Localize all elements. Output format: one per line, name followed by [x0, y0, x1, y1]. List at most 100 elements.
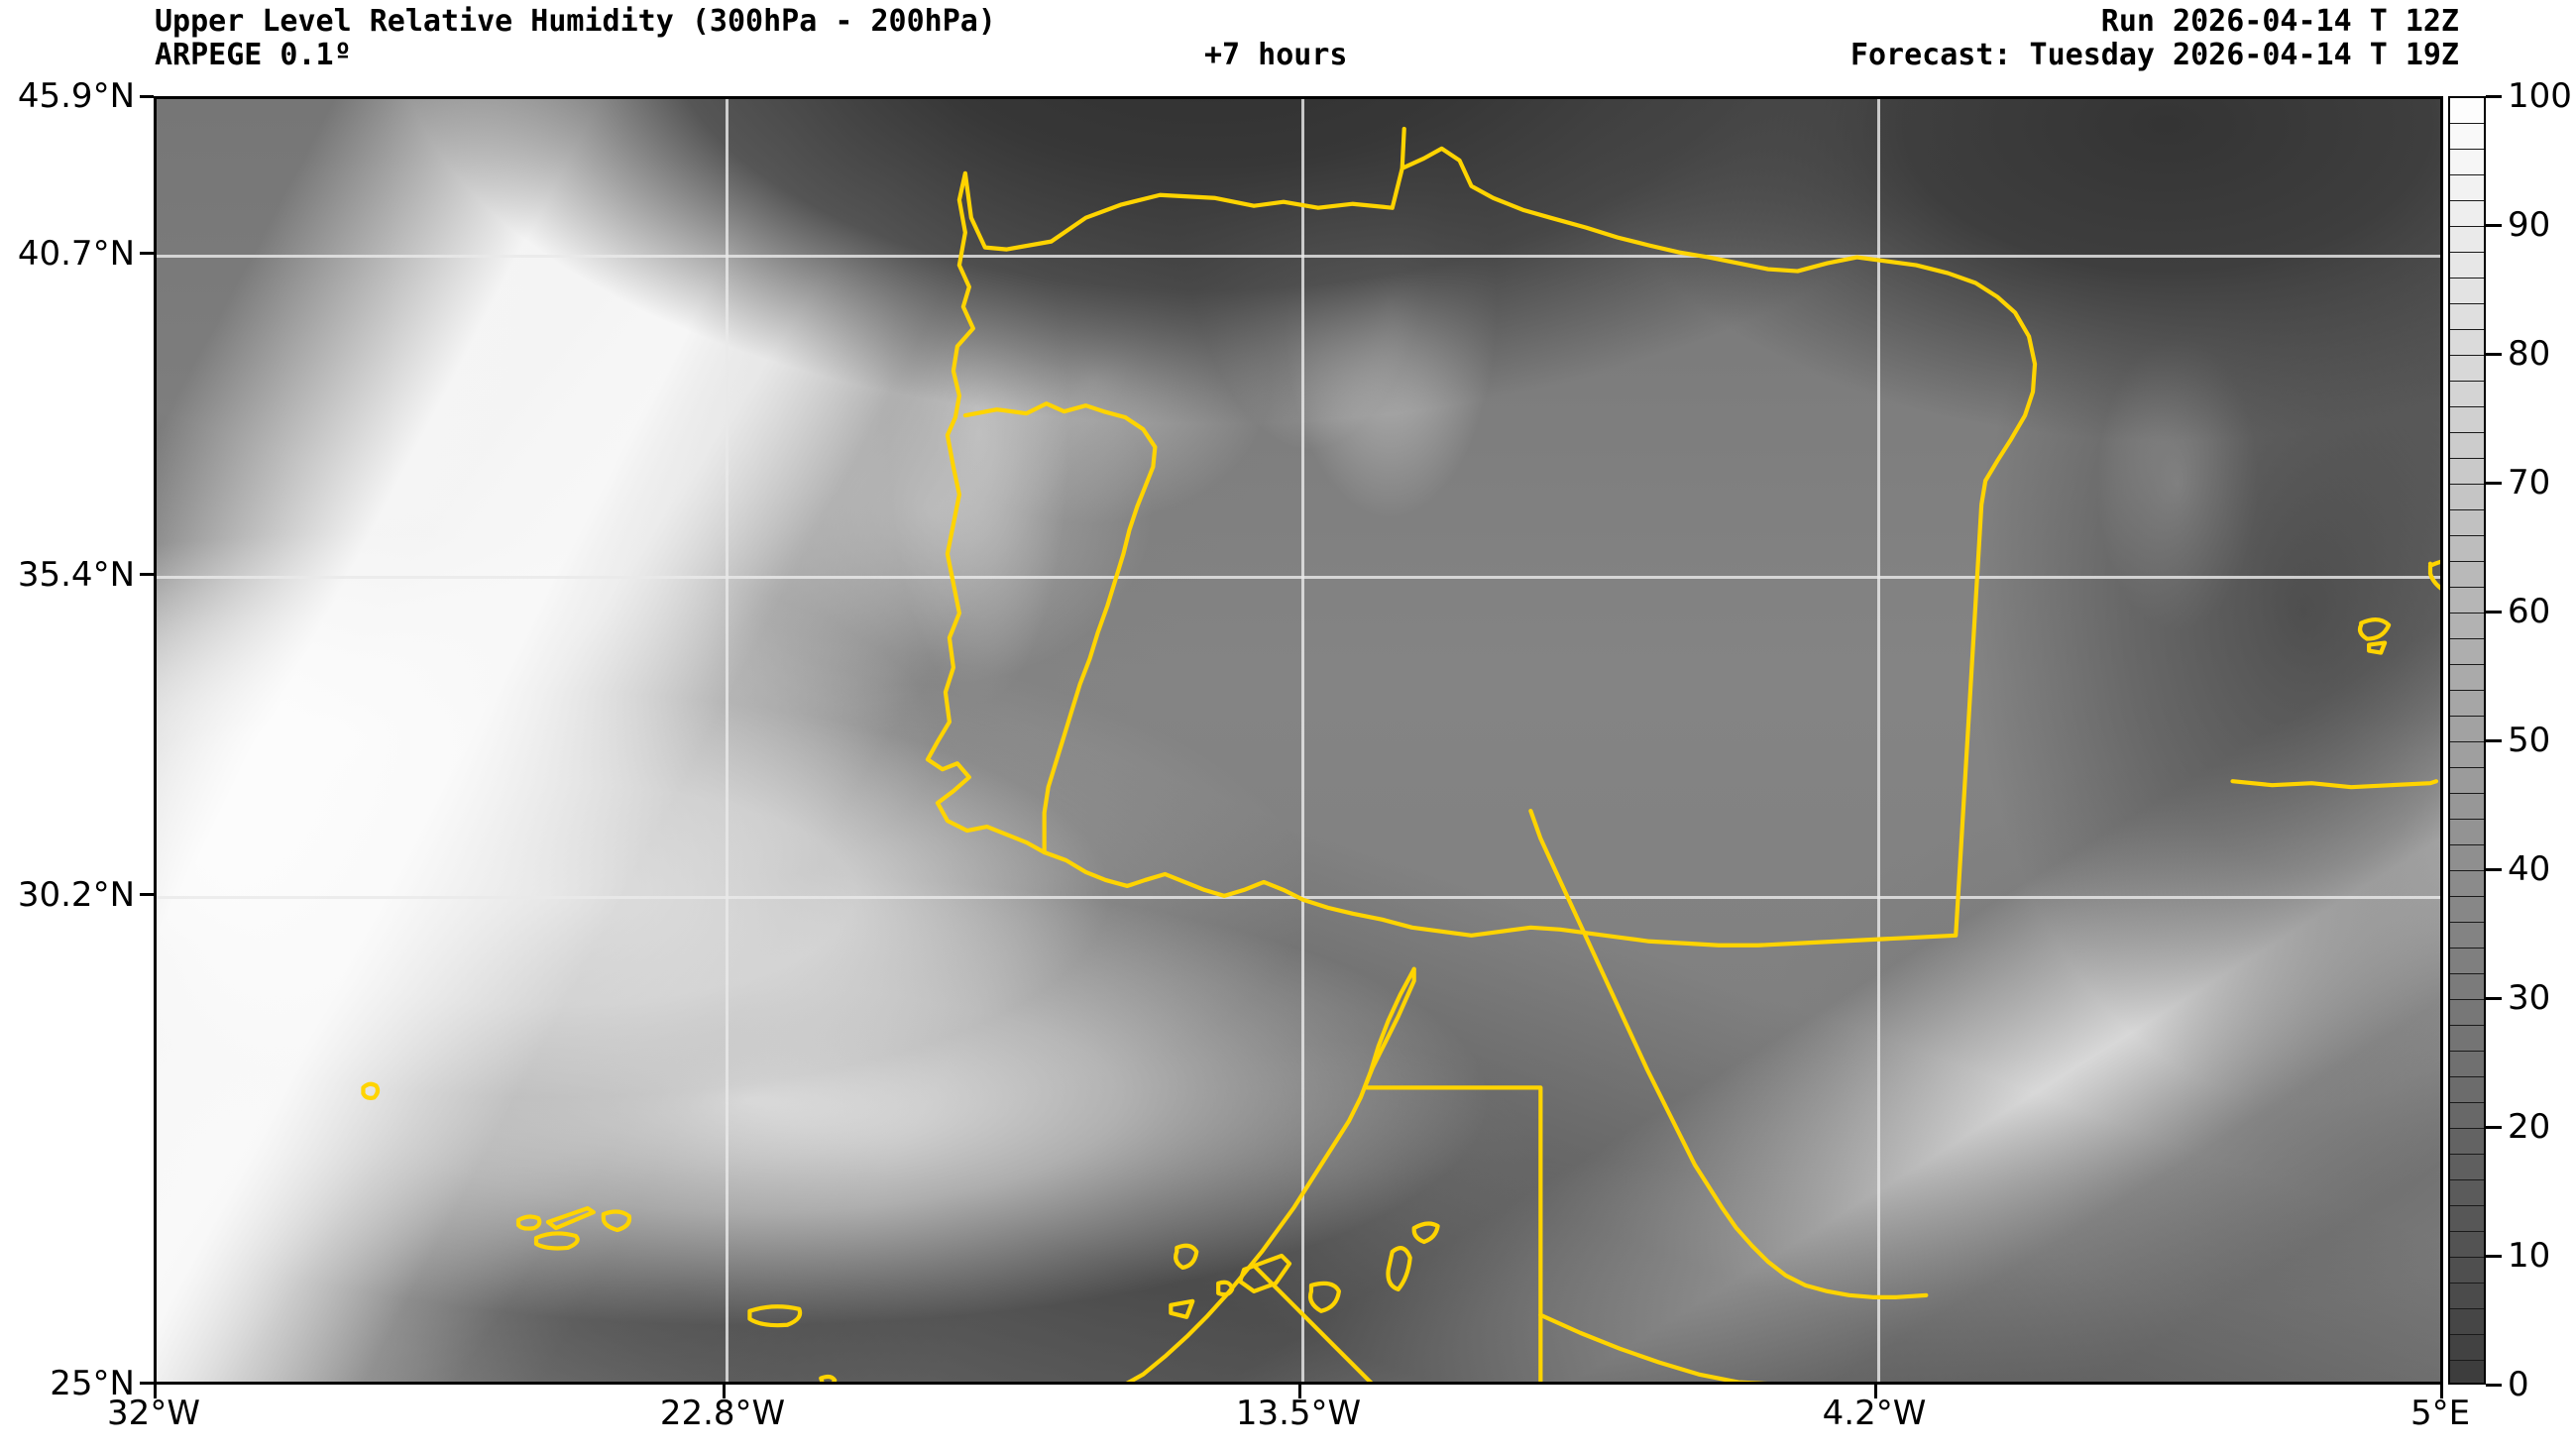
colorbar-band	[2450, 717, 2484, 742]
colorbar-band	[2450, 150, 2484, 175]
ytick-45-9N	[140, 95, 154, 98]
colorbar-label-50: 50	[2508, 721, 2551, 760]
xtick-22-8W	[723, 1385, 726, 1398]
colorbar-tick-10	[2486, 1255, 2502, 1258]
colorbar-band	[2450, 433, 2484, 459]
colorbar-band	[2450, 1309, 2484, 1335]
colorbar-band	[2450, 1232, 2484, 1258]
colorbar-tick-100	[2486, 95, 2502, 98]
border-portugal	[965, 403, 1155, 852]
colorbar-label-0: 0	[2508, 1365, 2529, 1404]
xlabel-5E: 5°E	[2409, 1394, 2471, 1433]
map-header: Upper Level Relative Humidity (300hPa - …	[0, 0, 2576, 96]
colorbar-band	[2450, 304, 2484, 330]
colorbar-band	[2450, 639, 2484, 665]
colorbar-band	[2450, 227, 2484, 253]
ylabel-35-4N: 35.4°N	[17, 555, 135, 595]
island-lanzarote	[1414, 1223, 1438, 1242]
xtick-13-5W	[1298, 1385, 1301, 1398]
colorbar-band	[2450, 485, 2484, 510]
colorbar-band	[2450, 510, 2484, 536]
colorbar-band	[2450, 98, 2484, 124]
colorbar-band	[2450, 407, 2484, 433]
xtick-5E	[2440, 1385, 2443, 1398]
ytick-40-7N	[140, 252, 154, 255]
island-azores-2	[518, 1216, 539, 1228]
humidity-map-plot[interactable]	[154, 96, 2443, 1385]
colorbar-band	[2450, 949, 2484, 974]
colorbar-band	[2450, 1026, 2484, 1052]
colorbar-band	[2450, 382, 2484, 407]
island-madeira	[749, 1306, 800, 1325]
island-la-palma	[1176, 1246, 1196, 1268]
colorbar-tick-0	[2486, 1384, 2502, 1387]
island-azores-4	[536, 1233, 578, 1248]
ylabel-40-7N: 40.7°N	[17, 234, 135, 274]
ytick-25N	[140, 1382, 154, 1385]
colorbar-band	[2450, 871, 2484, 897]
coastline-northwest-africa	[1530, 811, 1926, 1297]
colorbar-band	[2450, 742, 2484, 768]
colorbar-tick-60	[2486, 611, 2502, 614]
colorbar-band	[2450, 691, 2484, 717]
island-porto-santo	[821, 1377, 835, 1385]
coastline-atlantic-africa	[1125, 969, 1413, 1385]
colorbar-band	[2450, 614, 2484, 639]
colorbar-label-20: 20	[2508, 1107, 2551, 1147]
colorbar-band	[2450, 201, 2484, 227]
island-tenerife	[1240, 1256, 1289, 1291]
colorbar-tick-50	[2486, 739, 2502, 742]
gridline-lon-13-5W	[1301, 99, 1304, 1382]
gridline-lat-35-4N	[157, 576, 2440, 579]
colorbar-band	[2450, 356, 2484, 382]
island-formentera	[2369, 643, 2385, 653]
island-gran-canaria	[1310, 1284, 1339, 1311]
colorbar-tick-80	[2486, 353, 2502, 356]
colorbar-band	[2450, 1335, 2484, 1361]
island-la-gomera	[1218, 1283, 1232, 1294]
colorbar-label-90: 90	[2508, 205, 2551, 245]
colorbar[interactable]	[2448, 96, 2486, 1385]
coastline-overlay	[157, 99, 2440, 1385]
colorbar-label-100: 100	[2508, 76, 2572, 116]
forecast-timestamp: Forecast: Tuesday 2026-04-14 T 19Z	[1849, 38, 2459, 72]
colorbar-band	[2450, 1284, 2484, 1309]
colorbar-band	[2450, 897, 2484, 923]
colorbar-band	[2450, 794, 2484, 820]
forecast-offset: +7 hours	[1204, 38, 1348, 72]
colorbar-label-10: 10	[2508, 1236, 2551, 1276]
gridline-lon-4-2W	[1877, 99, 1880, 1382]
colorbar-band	[2450, 1206, 2484, 1232]
colorbar-band	[2450, 665, 2484, 691]
map-title: Upper Level Relative Humidity (300hPa - …	[155, 4, 996, 39]
colorbar-band	[2450, 1000, 2484, 1026]
colorbar-band	[2450, 124, 2484, 150]
colorbar-band	[2450, 820, 2484, 845]
coastline-mediterranean-east	[2233, 781, 2436, 787]
colorbar-tick-30	[2486, 997, 2502, 1000]
colorbar-label-40: 40	[2508, 849, 2551, 889]
ylabel-25N: 25°N	[50, 1364, 135, 1403]
run-timestamp: Run 2026-04-14 T 12Z	[2100, 4, 2459, 39]
colorbar-label-30: 30	[2508, 978, 2551, 1018]
colorbar-band	[2450, 845, 2484, 871]
colorbar-band	[2450, 1077, 2484, 1103]
xtick-4-2W	[1874, 1385, 1877, 1398]
colorbar-band	[2450, 1361, 2484, 1383]
border-algeria-south	[1540, 1315, 1777, 1385]
colorbar-label-60: 60	[2508, 592, 2551, 631]
colorbar-band	[2450, 1258, 2484, 1284]
colorbar-band	[2450, 1180, 2484, 1206]
model-label: ARPEGE 0.1º	[155, 38, 352, 72]
colorbar-band	[2450, 536, 2484, 562]
colorbar-tick-40	[2486, 868, 2502, 871]
island-el-hierro	[1171, 1301, 1192, 1317]
colorbar-band	[2450, 923, 2484, 949]
colorbar-band	[2450, 1052, 2484, 1077]
xlabel-32W: 32°W	[107, 1394, 200, 1433]
island-ibiza	[2360, 619, 2389, 639]
ytick-30-2N	[140, 893, 154, 896]
xlabel-4-2W: 4.2°W	[1822, 1394, 1927, 1433]
xtick-32W	[154, 1385, 157, 1398]
colorbar-band	[2450, 175, 2484, 201]
